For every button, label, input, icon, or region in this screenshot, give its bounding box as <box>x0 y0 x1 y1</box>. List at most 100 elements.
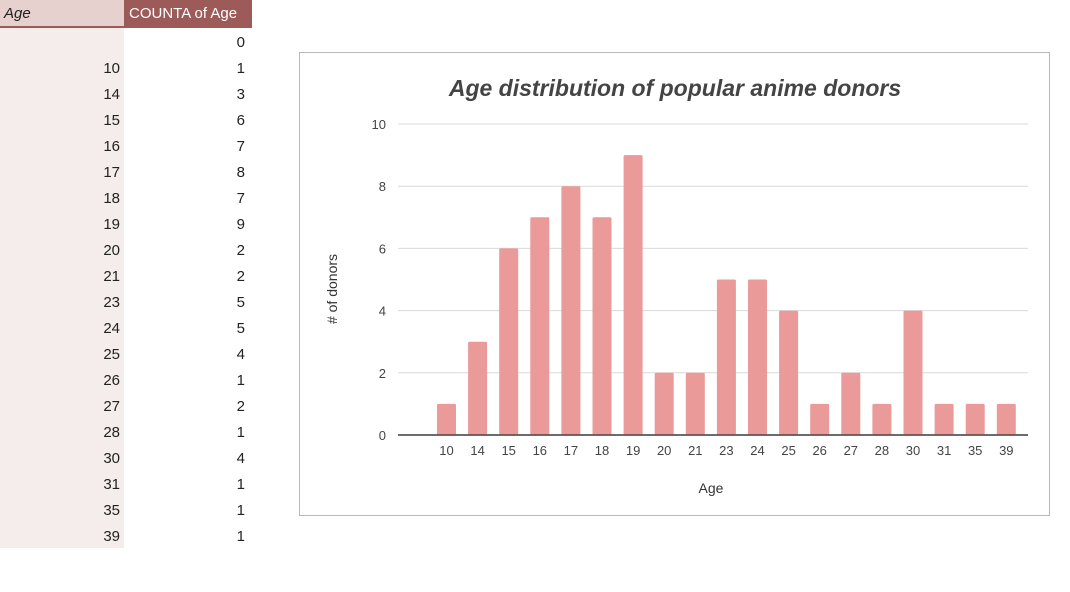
pivot-count-cell[interactable]: 0 <box>124 28 252 54</box>
x-tick-label: 10 <box>439 443 453 458</box>
pivot-count-cell[interactable]: 1 <box>124 496 252 522</box>
bar <box>561 186 581 435</box>
x-tick-label: 19 <box>626 443 640 458</box>
pivot-header-count[interactable]: COUNTA of Age <box>124 0 252 26</box>
x-tick-label: 17 <box>564 443 578 458</box>
pivot-age-value: 19 <box>103 216 120 233</box>
pivot-age-cell[interactable]: 31 <box>0 470 124 496</box>
pivot-count-cell[interactable]: 1 <box>124 366 252 392</box>
bar <box>748 279 767 435</box>
y-tick-label: 0 <box>379 428 386 443</box>
pivot-count-cell[interactable]: 1 <box>124 418 252 444</box>
pivot-age-value: 16 <box>103 138 120 155</box>
pivot-count-cell[interactable]: 4 <box>124 340 252 366</box>
pivot-row: 18 7 <box>0 184 252 210</box>
pivot-age-cell[interactable]: 26 <box>0 366 124 392</box>
pivot-count-value: 1 <box>236 476 245 493</box>
pivot-row: 31 1 <box>0 470 252 496</box>
pivot-age-value: 17 <box>103 164 120 181</box>
pivot-age-cell[interactable]: 39 <box>0 522 124 548</box>
pivot-age-value: 27 <box>103 398 120 415</box>
pivot-table: Age COUNTA of Age 0 10 1 14 3 15 6 16 7 17 8 18 7 19 9… <box>0 0 252 548</box>
pivot-count-value: 2 <box>236 398 245 415</box>
pivot-count-value: 8 <box>236 164 245 181</box>
pivot-age-cell[interactable]: 18 <box>0 184 124 210</box>
pivot-row: 25 4 <box>0 340 252 366</box>
pivot-count-cell[interactable]: 1 <box>124 522 252 548</box>
pivot-count-value: 4 <box>236 346 245 363</box>
x-tick-label: 35 <box>968 443 982 458</box>
pivot-count-cell[interactable]: 2 <box>124 236 252 262</box>
pivot-count-cell[interactable]: 8 <box>124 158 252 184</box>
pivot-row: 30 4 <box>0 444 252 470</box>
x-tick-label: 28 <box>875 443 889 458</box>
pivot-age-cell[interactable]: 25 <box>0 340 124 366</box>
x-tick-label: 39 <box>999 443 1013 458</box>
x-tick-label: 20 <box>657 443 671 458</box>
pivot-count-cell[interactable]: 5 <box>124 288 252 314</box>
chart-title: Age distribution of popular anime donors <box>448 75 901 101</box>
pivot-count-cell[interactable]: 6 <box>124 106 252 132</box>
bar <box>810 403 830 435</box>
pivot-count-cell[interactable]: 1 <box>124 54 252 80</box>
pivot-age-value: 31 <box>103 476 120 493</box>
pivot-age-value: 18 <box>103 190 120 207</box>
y-axis-label: # of donors <box>324 254 340 324</box>
pivot-age-value: 20 <box>103 242 120 259</box>
pivot-age-cell[interactable]: 15 <box>0 106 124 132</box>
pivot-age-cell[interactable]: 20 <box>0 236 124 262</box>
pivot-count-value: 1 <box>236 372 245 389</box>
y-tick-label: 4 <box>379 304 386 319</box>
bar <box>841 372 861 435</box>
pivot-age-cell[interactable]: 16 <box>0 132 124 158</box>
pivot-row: 28 1 <box>0 418 252 444</box>
pivot-count-cell[interactable]: 4 <box>124 444 252 470</box>
y-tick-label: 10 <box>372 117 386 132</box>
pivot-count-cell[interactable]: 2 <box>124 262 252 288</box>
pivot-count-cell[interactable]: 5 <box>124 314 252 340</box>
x-axis-label: Age <box>699 480 724 496</box>
pivot-row: 24 5 <box>0 314 252 340</box>
pivot-age-value: 39 <box>103 528 120 545</box>
x-tick-label: 30 <box>906 443 920 458</box>
pivot-header-age-label: Age <box>4 5 31 22</box>
pivot-age-value: 25 <box>103 346 120 363</box>
pivot-age-cell[interactable]: 24 <box>0 314 124 340</box>
pivot-count-cell[interactable]: 3 <box>124 80 252 106</box>
x-tick-label: 21 <box>688 443 702 458</box>
x-tick-label: 16 <box>533 443 547 458</box>
chart-container[interactable]: Age distribution of popular anime donors… <box>299 52 1050 516</box>
pivot-age-cell[interactable]: 27 <box>0 392 124 418</box>
pivot-age-cell[interactable]: 23 <box>0 288 124 314</box>
pivot-count-value: 6 <box>236 112 245 129</box>
pivot-age-cell[interactable]: 30 <box>0 444 124 470</box>
pivot-header-age[interactable]: Age <box>0 0 124 26</box>
pivot-row: 15 6 <box>0 106 252 132</box>
x-tick-label: 24 <box>750 443 764 458</box>
x-tick-label: 23 <box>719 443 733 458</box>
pivot-count-cell[interactable]: 1 <box>124 470 252 496</box>
pivot-age-cell[interactable]: 10 <box>0 54 124 80</box>
pivot-age-value: 23 <box>103 294 120 311</box>
pivot-count-value: 4 <box>236 450 245 467</box>
pivot-count-value: 2 <box>236 268 245 285</box>
pivot-age-cell[interactable]: 14 <box>0 80 124 106</box>
pivot-count-cell[interactable]: 7 <box>124 132 252 158</box>
pivot-count-value: 9 <box>236 216 245 233</box>
pivot-age-cell[interactable]: 28 <box>0 418 124 444</box>
pivot-age-value: 28 <box>103 424 120 441</box>
pivot-row: 16 7 <box>0 132 252 158</box>
bar <box>716 279 736 435</box>
pivot-count-cell[interactable]: 7 <box>124 184 252 210</box>
pivot-count-cell[interactable]: 2 <box>124 392 252 418</box>
pivot-age-cell[interactable]: 17 <box>0 158 124 184</box>
pivot-age-cell[interactable]: 35 <box>0 496 124 522</box>
pivot-count-value: 2 <box>236 242 245 259</box>
bar <box>872 403 892 435</box>
y-tick-label: 6 <box>379 241 386 256</box>
pivot-row: 10 1 <box>0 54 252 80</box>
pivot-age-cell[interactable]: 19 <box>0 210 124 236</box>
pivot-count-cell[interactable]: 9 <box>124 210 252 236</box>
pivot-age-cell[interactable]: 21 <box>0 262 124 288</box>
pivot-age-cell[interactable] <box>0 28 124 54</box>
